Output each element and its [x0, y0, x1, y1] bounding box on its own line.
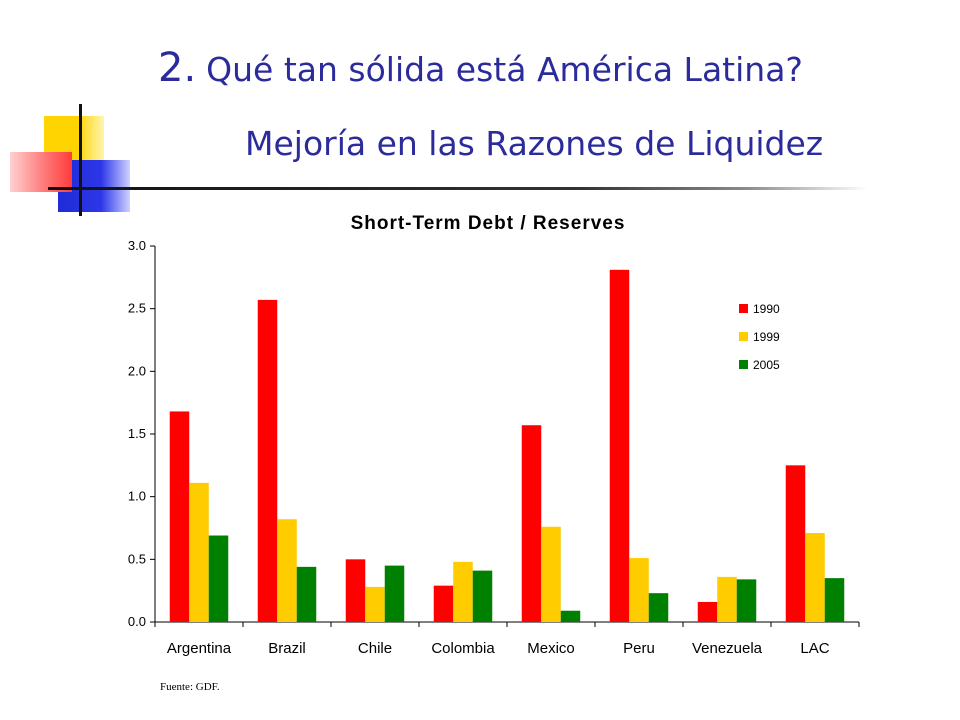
- x-category-label: Peru: [623, 640, 655, 657]
- title-number: 2.: [158, 45, 197, 91]
- bar-1999-mexico: [541, 526, 561, 622]
- title-text: Qué tan sólida está América Latina?: [206, 50, 803, 89]
- bar-2005-peru: [648, 593, 669, 622]
- x-category-label: Argentina: [167, 640, 232, 657]
- x-category-label: Mexico: [527, 640, 575, 657]
- legend-swatch-1990: [739, 304, 748, 313]
- x-category-label: Brazil: [268, 640, 306, 657]
- y-tick-label: 3.0: [128, 238, 146, 253]
- page-title: 2. Qué tan sólida está América Latina?: [158, 48, 803, 90]
- legend-label-1990: 1990: [753, 302, 780, 316]
- bar-1999-brazil: [277, 519, 297, 622]
- title-underline: [48, 187, 868, 190]
- bar-2005-brazil: [296, 566, 317, 622]
- bar-2005-argentina: [208, 535, 229, 622]
- legend-swatch-1999: [739, 332, 748, 341]
- plot-area: 0.0 0.5 1.0 1.5 2.0 2.5 3.0 Argentina Brazil Chil…: [128, 238, 860, 657]
- x-category-label: Chile: [358, 640, 392, 657]
- y-tick-label: 1.0: [128, 489, 146, 504]
- bar-1990-brazil: [257, 299, 278, 622]
- bar-1999-colombia: [453, 561, 473, 622]
- source-note: Fuente: GDF.: [160, 681, 220, 693]
- y-tick-label: 0.0: [128, 614, 146, 629]
- page-subtitle: Mejoría en las Razones de Liquidez: [245, 124, 824, 163]
- bar-2005-colombia: [472, 570, 493, 622]
- bar-1990-chile: [345, 559, 366, 622]
- y-tick-label: 1.5: [128, 426, 146, 441]
- bar-1990-peru: [609, 269, 630, 622]
- bar-1990-lac: [785, 465, 806, 622]
- y-tick-label: 0.5: [128, 551, 146, 566]
- bar-2005-chile: [384, 565, 405, 622]
- legend-swatch-2005: [739, 360, 748, 369]
- bar-1999-peru: [629, 558, 649, 622]
- x-category-label: Venezuela: [692, 640, 763, 657]
- x-category-label: Colombia: [431, 640, 495, 657]
- decorative-logo: [0, 0, 200, 230]
- logo-vertical-line: [79, 104, 82, 216]
- bar-1990-argentina: [169, 411, 190, 622]
- chart-title: Short-Term Debt / Reserves: [351, 213, 626, 234]
- bar-2005-mexico: [560, 610, 581, 622]
- logo-red-square: [10, 152, 72, 192]
- x-category-label: LAC: [800, 640, 829, 657]
- bar-1999-venezuela: [717, 576, 737, 622]
- bar-2005-lac: [824, 578, 845, 622]
- bar-1990-venezuela: [697, 601, 718, 622]
- bar-1999-argentina: [189, 482, 209, 622]
- y-tick-label: 2.0: [128, 363, 146, 378]
- bar-1999-chile: [365, 586, 385, 622]
- bar-1990-colombia: [433, 585, 454, 622]
- y-tick-label: 2.5: [128, 301, 146, 316]
- legend-label-2005: 2005: [753, 358, 780, 372]
- bar-1999-lac: [805, 533, 825, 622]
- legend-label-1999: 1999: [753, 330, 780, 344]
- bar-1990-mexico: [521, 425, 542, 622]
- bar-2005-venezuela: [736, 579, 757, 622]
